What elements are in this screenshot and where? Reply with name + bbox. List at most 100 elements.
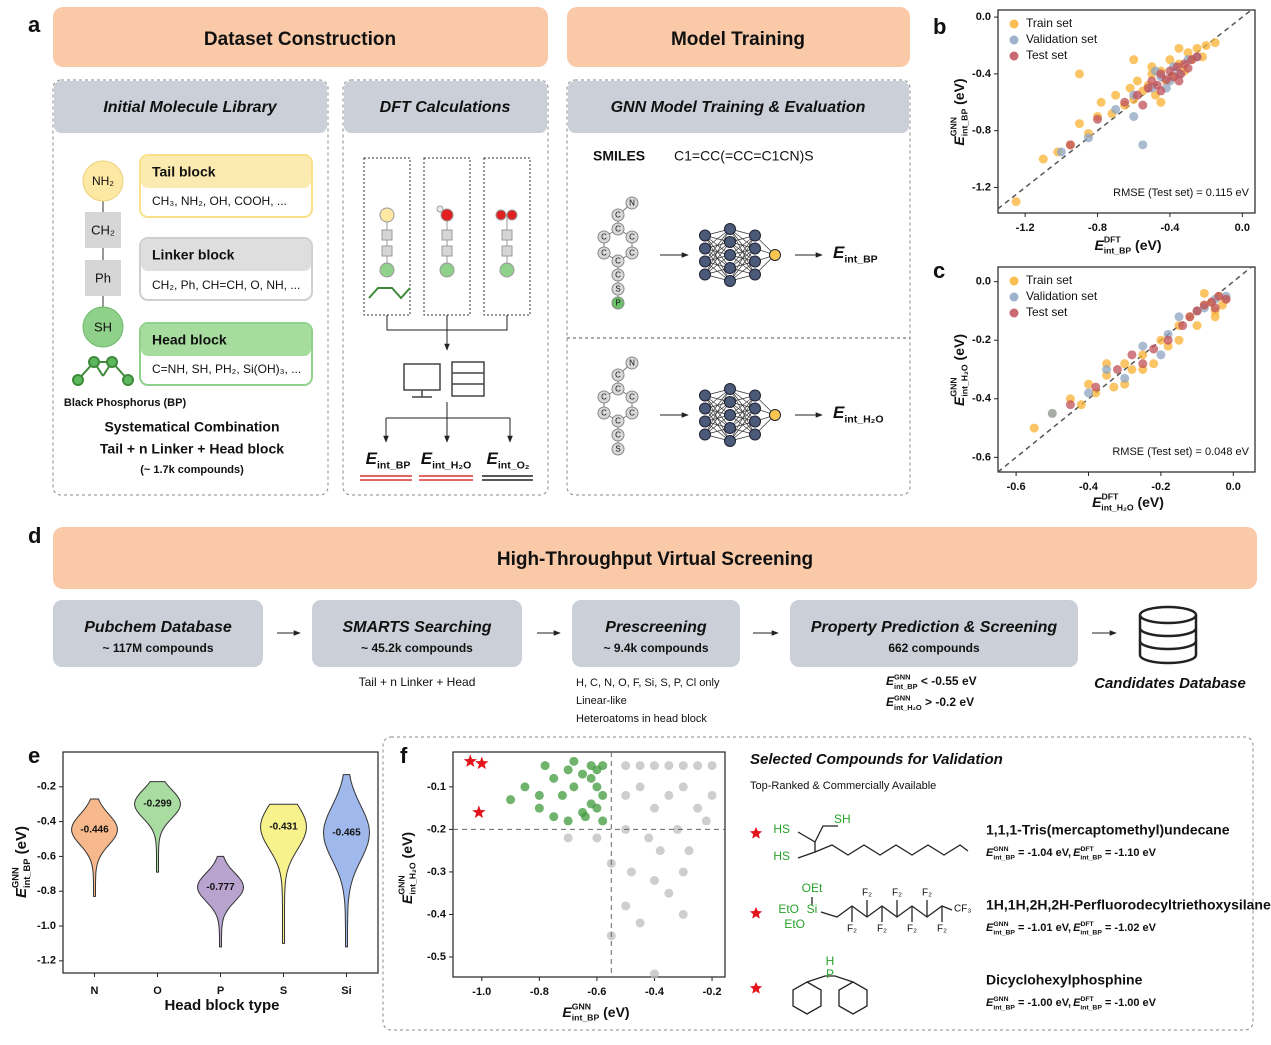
point (1138, 100, 1148, 110)
point (1174, 312, 1184, 322)
block-name: Linker block (152, 247, 235, 263)
point (586, 773, 596, 783)
atom (611, 222, 625, 236)
y-tick-label: -1.2 (37, 955, 56, 967)
label-part: E (1095, 237, 1105, 253)
neuron (724, 236, 736, 248)
y-tick-label: -0.2 (37, 781, 56, 793)
section-title: GNN Model Training & Evaluation (611, 99, 866, 116)
label-part: (eV) (951, 78, 967, 108)
point (693, 761, 703, 771)
point (1109, 382, 1119, 392)
database-icon (1138, 605, 1198, 665)
legend-label: Test set (1026, 305, 1068, 319)
label-part: > -0.2 eV (922, 695, 974, 709)
label-part: = -1.10 eV (1102, 847, 1157, 859)
x-tick-label: 0.0 (1226, 481, 1241, 493)
label-part: GNN (894, 693, 911, 702)
compound-name: 1,1,1-Tris(mercaptomethyl)undecane (986, 822, 1230, 838)
point (598, 816, 608, 826)
step-count: ~ 117M compounds (102, 641, 213, 655)
median-label: -0.299 (143, 799, 172, 810)
atom (611, 254, 625, 268)
chain-label: SH (94, 319, 112, 334)
atom-label: F₂ (892, 888, 902, 899)
atom (82, 306, 124, 348)
atom (597, 390, 611, 404)
atom-label: C (629, 249, 635, 258)
point (1132, 90, 1142, 100)
edge (729, 395, 756, 442)
atom (611, 428, 625, 442)
step-count: ~ 9.4k compounds (603, 641, 708, 655)
point (540, 761, 550, 771)
label-part: E (366, 449, 378, 468)
point (1192, 306, 1202, 316)
atom-label: C (615, 257, 621, 266)
point (1091, 382, 1101, 392)
edge (729, 248, 756, 282)
point (1129, 55, 1139, 65)
compound-name: 1H,1H,2H,2H-Perfluorodecyltriethoxysilan… (986, 897, 1271, 913)
label-part: int_H₂O (960, 364, 970, 397)
block (85, 260, 121, 296)
smiles: C1=CC(=CC=C1CN)S (674, 148, 814, 164)
atom-label: C (629, 233, 635, 242)
atom (611, 382, 625, 396)
label-part: E (399, 894, 415, 904)
structure (811, 897, 953, 922)
atom (597, 230, 611, 244)
point (1096, 97, 1106, 107)
y-tick-label: -0.4 (972, 393, 992, 405)
atom-label: Si (807, 902, 818, 916)
x-tick-label: -0.4 (645, 986, 665, 998)
y-axis-label: EGNNint_H₂O (eV) (949, 334, 970, 406)
neuron (749, 415, 761, 428)
atom (611, 414, 625, 428)
label-part: GNN (993, 921, 1008, 928)
y-tick-label: -0.6 (972, 451, 991, 463)
edge (704, 241, 731, 275)
point (1132, 76, 1142, 86)
dft-molecules (368, 205, 518, 300)
atom-label: C (615, 431, 621, 440)
step-name: Prescreening (605, 619, 707, 636)
point (1210, 38, 1220, 48)
point (1065, 140, 1075, 150)
atom (625, 196, 639, 210)
point (1138, 359, 1148, 369)
label-part: (eV) (399, 832, 415, 862)
y-tick-label: 0.0 (976, 11, 991, 23)
block-examples: CH₃, NH₂, OH, COOH, ... (152, 194, 287, 208)
label-part: E (886, 674, 895, 688)
point (578, 769, 588, 779)
panel-label: c (933, 258, 945, 283)
atom-label: N (629, 359, 635, 368)
underline (360, 475, 533, 481)
atom (625, 230, 639, 244)
neuron (749, 242, 761, 255)
dft-output: Eint_H₂O (421, 449, 472, 471)
point (678, 761, 688, 771)
point (1120, 97, 1130, 107)
x-axis-label: EDFT int_H₂O (eV) (1092, 492, 1164, 513)
energy: EGNN int_BP = -1.00 eV, (986, 996, 1071, 1012)
energy: EGNN int_BP = -1.01 eV, (986, 921, 1071, 937)
section-title: DFT Calculations (380, 99, 511, 116)
neuron (749, 428, 761, 441)
criterion: EGNN int_H₂O > -0.2 eV (886, 693, 974, 711)
atom-label: SH (834, 812, 851, 826)
label-part: GNN (572, 1002, 591, 1012)
point (1149, 344, 1159, 354)
point (1138, 140, 1148, 150)
violin (71, 798, 118, 897)
atom-label: C (601, 393, 607, 402)
energy: EDFT int_BP = -1.02 eV (1073, 921, 1157, 937)
point (586, 761, 596, 771)
point (520, 782, 530, 792)
neuron (724, 223, 736, 235)
atom (597, 406, 611, 420)
header: Model Training (671, 29, 805, 50)
x-axis-label: EGNN int_BP (eV) (562, 1002, 629, 1023)
step-count: 662 compounds (888, 641, 980, 655)
